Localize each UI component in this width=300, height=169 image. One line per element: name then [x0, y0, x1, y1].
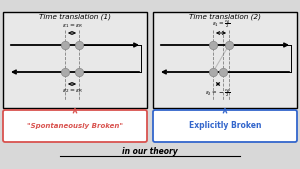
- FancyBboxPatch shape: [3, 110, 147, 142]
- Text: $\epsilon_1 = \frac{\epsilon_A}{2}$: $\epsilon_1 = \frac{\epsilon_A}{2}$: [212, 18, 230, 30]
- Text: Time translation (1): Time translation (1): [39, 13, 111, 20]
- FancyBboxPatch shape: [3, 12, 147, 108]
- Text: $\epsilon_1 = \epsilon_R$: $\epsilon_1 = \epsilon_R$: [61, 22, 82, 30]
- Text: Explicitly Broken: Explicitly Broken: [189, 122, 261, 130]
- FancyBboxPatch shape: [153, 12, 297, 108]
- Text: in our theory: in our theory: [122, 148, 178, 156]
- Text: "Spontaneously Broken": "Spontaneously Broken": [27, 123, 123, 129]
- Text: Time translation (2): Time translation (2): [189, 13, 261, 20]
- FancyBboxPatch shape: [153, 110, 297, 142]
- Text: $\epsilon_2 = \epsilon_R$: $\epsilon_2 = \epsilon_R$: [61, 87, 82, 95]
- Text: $\epsilon_2 = -\frac{\epsilon_A}{2}$: $\epsilon_2 = -\frac{\epsilon_A}{2}$: [206, 87, 231, 99]
